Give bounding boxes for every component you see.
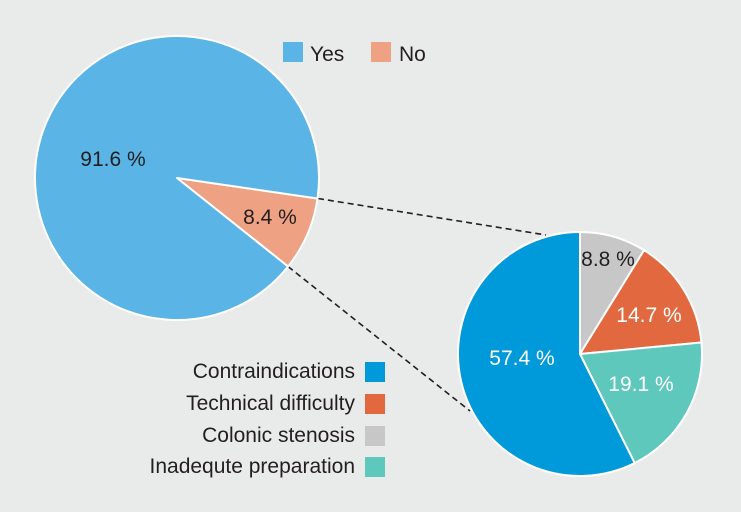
legend-label-inadequte-preparation: Inadequte preparation bbox=[150, 455, 356, 478]
legend-swatch-technical-difficulty bbox=[365, 394, 385, 414]
value-label-inadequte-preparation: 19.1 % bbox=[608, 373, 673, 396]
legend-breakdown: Contraindications Technical difficulty C… bbox=[150, 360, 385, 478]
legend-swatch-colonic-stenosis bbox=[365, 426, 385, 446]
legend-label-colonic-stenosis: Colonic stenosis bbox=[202, 424, 355, 447]
connector-line-lower bbox=[287, 265, 471, 412]
legend-label-contraindications: Contraindications bbox=[193, 360, 355, 383]
legend-label-yes: Yes bbox=[310, 43, 344, 66]
legend-main: Yes No bbox=[283, 42, 426, 66]
value-label-no: 8.4 % bbox=[243, 206, 297, 229]
legend-item-no: No bbox=[371, 42, 426, 66]
pie-slice-contraindications bbox=[457, 231, 636, 477]
pie-slice-technical-difficulty bbox=[579, 249, 703, 355]
value-label-contraindications: 57.4 % bbox=[489, 347, 554, 370]
value-label-technical-difficulty: 14.7 % bbox=[616, 304, 681, 327]
legend-item-colonic-stenosis: Colonic stenosis bbox=[202, 424, 385, 447]
legend-swatch-inadequte-preparation bbox=[365, 457, 385, 477]
value-label-yes: 91.6 % bbox=[80, 148, 145, 171]
main-pie bbox=[34, 35, 320, 321]
pie-slice-yes bbox=[34, 35, 320, 321]
pie-slice-inadequte-preparation bbox=[579, 341, 703, 465]
legend-item-technical-difficulty: Technical difficulty bbox=[186, 392, 385, 415]
breakdown-pie bbox=[457, 231, 703, 477]
legend-item-inadequte-preparation: Inadequte preparation bbox=[150, 455, 385, 478]
legend-swatch-contraindications bbox=[365, 362, 385, 382]
value-label-colonic-stenosis: 8.8 % bbox=[581, 248, 635, 271]
legend-item-contraindications: Contraindications bbox=[193, 360, 385, 383]
legend-label-no: No bbox=[399, 43, 426, 66]
legend-label-technical-difficulty: Technical difficulty bbox=[186, 392, 355, 415]
legend-swatch-no bbox=[371, 42, 391, 62]
legend-item-yes: Yes bbox=[283, 42, 344, 66]
connector-line-upper bbox=[317, 197, 547, 236]
legend-swatch-yes bbox=[283, 42, 303, 62]
